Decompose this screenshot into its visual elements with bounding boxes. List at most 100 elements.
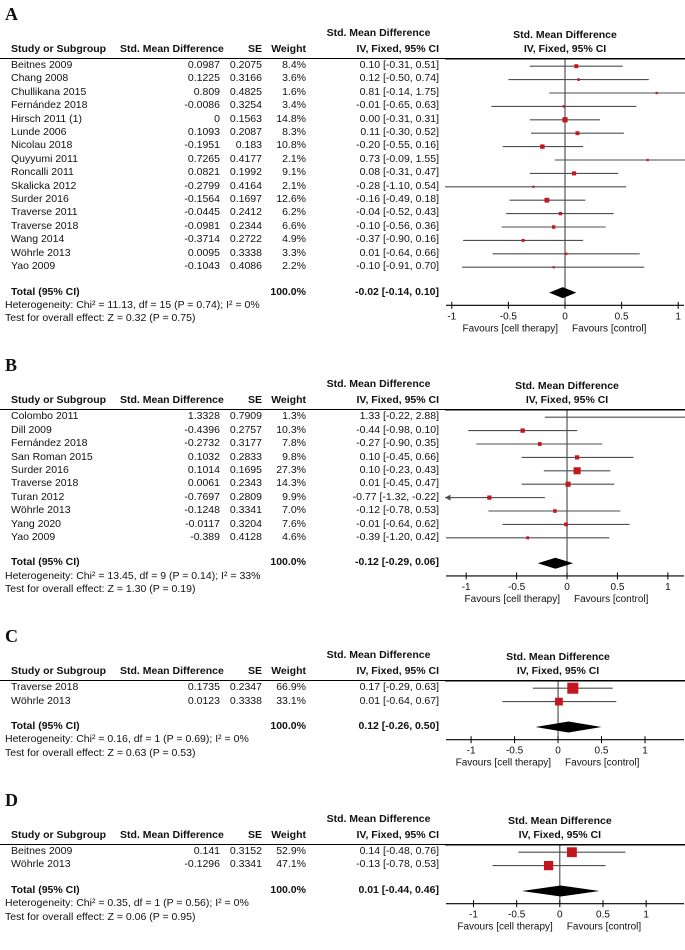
effect-square (564, 252, 568, 256)
forest-row (532, 682, 613, 694)
ci-value: -0.12 [-0.78, 0.53] (356, 504, 439, 517)
weight-value: 3.6% (282, 72, 306, 85)
tick-label: 1 (665, 582, 671, 593)
empty-header-cell (268, 25, 312, 41)
weight-value: 10.8% (276, 139, 306, 152)
effect-square (537, 442, 542, 447)
study-name: Surder 2016 (11, 463, 69, 476)
study-row: Wang 2014 -0.3714 0.2722 4.9% -0.37 [-0.90, … (0, 233, 445, 246)
tick-label: -0.5 (506, 746, 524, 757)
weight-value: 66.9% (276, 681, 306, 694)
weight-value: 9.9% (282, 490, 306, 503)
se-value: 0.3338 (229, 246, 262, 259)
tick-label: 0 (557, 910, 563, 921)
se-value: 0.2757 (229, 423, 262, 436)
total-ci: 0.12 [-0.26, 0.50] (358, 720, 439, 732)
col-se: SE (226, 663, 268, 682)
header-row-top: Std. Mean Difference (0, 811, 445, 827)
tick-label: 0 (555, 746, 561, 757)
smd-value: 0.0123 (187, 694, 220, 707)
col-ci: IV, Fixed, 95% CI (312, 41, 445, 59)
heterogeneity-text: Heterogeneity: Chi² = 13.45, df = 9 (P =… (5, 569, 261, 582)
ci-value: -0.27 [-0.90, 0.35] (356, 437, 439, 450)
empty-header-cell (0, 811, 120, 827)
study-rows: Colombo 2011 1.3328 0.7909 1.3% 1.33 [-0.22,… (0, 410, 445, 545)
ci-value: -0.16 [-0.49, 0.18] (356, 193, 439, 206)
weight-value: 7.8% (282, 437, 306, 450)
tick-label: 0.5 (615, 311, 629, 322)
smd-value: -0.389 (190, 530, 220, 543)
effect-square (558, 211, 563, 216)
total-ci: -0.12 [-0.29, 0.06] (354, 556, 439, 569)
forest-row (468, 428, 578, 434)
forest-panel: B Std. Mean Difference (0, 355, 685, 616)
weight-value: 7.6% (282, 517, 306, 530)
tick-label: 1 (675, 311, 681, 322)
se-value: 0.2412 (229, 206, 262, 219)
forest-row (518, 847, 626, 857)
effect-square (521, 238, 525, 242)
forest-row (492, 860, 606, 871)
panel-table-wrap: Std. Mean Difference Study or Subgroup S… (0, 25, 445, 326)
panel-label: B (5, 355, 18, 376)
empty-header-cell (120, 376, 226, 392)
weight-value: 33.1% (276, 694, 306, 707)
study-table: Std. Mean Difference Study or Subgroup S… (0, 647, 445, 733)
empty-header-cell (226, 25, 268, 41)
plot-header-line2: IV, Fixed, 95% CI (524, 44, 606, 55)
ci-value: 0.81 [-0.14, 1.75] (359, 85, 439, 98)
favours-right-label: Favours [control] (567, 922, 642, 933)
empty-cell (120, 556, 226, 569)
spacer-row (0, 274, 445, 286)
forest-panel: D Std. Mean Difference (0, 790, 685, 944)
study-row: Beitnes 2009 0.141 0.3152 52.9% 0.14 [-0.48,… (0, 844, 445, 858)
forest-row (521, 455, 634, 460)
total-row: Total (95% CI) 100.0% -0.02 [-0.14, 0.10… (0, 286, 445, 299)
ci-value: 0.73 [-0.09, 1.55] (359, 152, 439, 165)
forest-row (506, 211, 614, 216)
plot-header-line2: IV, Fixed, 95% CI (517, 666, 599, 677)
forest-row (488, 509, 621, 514)
total-weight: 100.0% (270, 883, 306, 896)
ci-value: -0.39 [-1.20, 0.42] (356, 530, 439, 543)
empty-cell (226, 720, 268, 733)
empty-cell (226, 286, 268, 299)
col-study: Study or Subgroup (0, 826, 120, 845)
overall-effect-text: Test for overall effect: Z = 0.32 (P = 0… (5, 312, 196, 325)
empty-header-cell (120, 811, 226, 827)
study-name: Turan 2012 (11, 490, 65, 503)
se-value: 0.3152 (229, 844, 262, 857)
weight-value: 7.0% (282, 504, 306, 517)
se-value: 0.2722 (229, 233, 262, 246)
smd-value: -0.0981 (184, 219, 220, 232)
overall-effect-text: Test for overall effect: Z = 0.06 (P = 0… (5, 910, 196, 923)
weight-value: 1.6% (282, 85, 306, 98)
table-header: Std. Mean Difference Study or Subgroup S… (0, 376, 445, 411)
se-value: 0.2087 (229, 126, 262, 139)
smd-value: 0.141 (193, 844, 220, 857)
se-value: 0.2344 (229, 219, 262, 232)
study-name: Lunde 2006 (11, 126, 67, 139)
forest-plot: Std. Mean Difference IV, Fixed, 95% CI -1 -… (445, 652, 685, 769)
ci-value: -0.01 [-0.64, 0.62] (356, 517, 439, 530)
smd-value: -0.0117 (185, 517, 220, 530)
forest-panel: C Std. Mean Difference (0, 626, 685, 780)
effect-square (655, 91, 658, 95)
empty-header-cell (120, 647, 226, 663)
study-row: Yao 2009 -0.1043 0.4086 2.2% -0.10 [-0.91, 0… (0, 260, 445, 273)
col-ci: IV, Fixed, 95% CI (312, 663, 445, 682)
weight-value: 8.4% (282, 59, 306, 71)
effect-square (520, 428, 525, 434)
study-row: Yao 2009 -0.389 0.4128 4.6% -0.39 [-1.20, 0.… (0, 531, 445, 544)
favours-right-label: Favours [control] (565, 758, 640, 769)
study-row: San Roman 2015 0.1032 0.2833 9.8% 0.10 [-0.4… (0, 451, 445, 464)
empty-header-cell (0, 376, 120, 392)
total-weight: 100.0% (270, 285, 306, 298)
panel-table-wrap: Std. Mean Difference Study or Subgroup S… (0, 811, 445, 924)
heterogeneity-text: Heterogeneity: Chi² = 0.35, df = 1 (P = … (5, 897, 249, 910)
ci-value: 0.01 [-0.64, 0.67] (359, 694, 439, 707)
col-se: SE (226, 392, 268, 411)
total-diamond (537, 557, 574, 569)
ci-value: 0.12 [-0.50, 0.74] (359, 72, 439, 85)
effect-square (551, 225, 556, 229)
